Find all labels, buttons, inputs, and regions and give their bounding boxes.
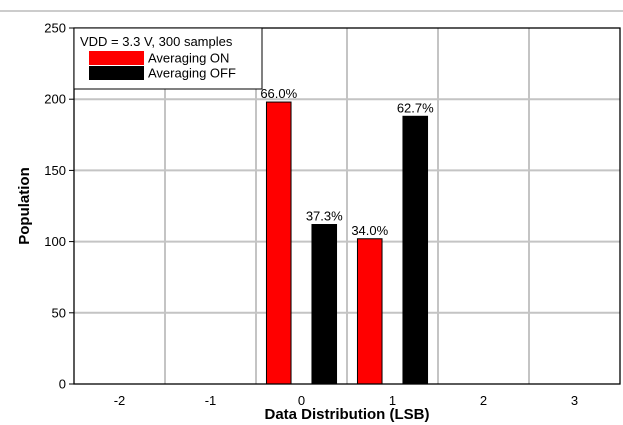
x-tick-label: 1 bbox=[389, 393, 396, 408]
y-axis-ticks: 0 50 100 150 200 250 bbox=[44, 21, 74, 392]
bar-data-label: 62.7% bbox=[397, 100, 434, 115]
bar-data-label: 34.0% bbox=[351, 223, 388, 238]
y-tick-label: 100 bbox=[44, 234, 66, 249]
legend-swatch bbox=[89, 51, 144, 65]
y-tick-label: 250 bbox=[44, 21, 66, 36]
bar bbox=[402, 115, 429, 385]
plot-area-frame bbox=[73, 27, 621, 385]
y-tick-label: 150 bbox=[44, 163, 66, 178]
bar-data-label: 66.0% bbox=[260, 86, 297, 101]
y-tick-label: 200 bbox=[44, 92, 66, 107]
y-tick-label: 0 bbox=[59, 377, 66, 392]
x-tick-label: -1 bbox=[205, 393, 217, 408]
bar-data-label: 37.3% bbox=[306, 209, 343, 224]
bar bbox=[356, 238, 383, 385]
x-tick-label: 3 bbox=[571, 393, 578, 408]
legend-title: VDD = 3.3 V, 300 samples bbox=[80, 34, 233, 49]
bar-labels: 66.0% 34.0% 37.3% 62.7% bbox=[260, 86, 434, 238]
x-tick-label: -2 bbox=[114, 393, 126, 408]
x-tick-label: 0 bbox=[298, 393, 305, 408]
x-tick-label: 2 bbox=[480, 393, 487, 408]
x-axis-ticks: -2 -1 0 1 2 3 bbox=[114, 393, 578, 408]
legend: VDD = 3.3 V, 300 samples Averaging ONAve… bbox=[73, 27, 263, 90]
y-tick-label: 50 bbox=[52, 305, 66, 320]
legend-label: Averaging OFF bbox=[148, 66, 236, 81]
x-axis-title: Data Distribution (LSB) bbox=[265, 406, 430, 423]
bar bbox=[265, 101, 292, 385]
bar bbox=[311, 224, 338, 385]
legend-swatch bbox=[89, 66, 144, 80]
legend-label: Averaging ON bbox=[148, 51, 229, 66]
y-axis-title: Population bbox=[16, 167, 33, 245]
